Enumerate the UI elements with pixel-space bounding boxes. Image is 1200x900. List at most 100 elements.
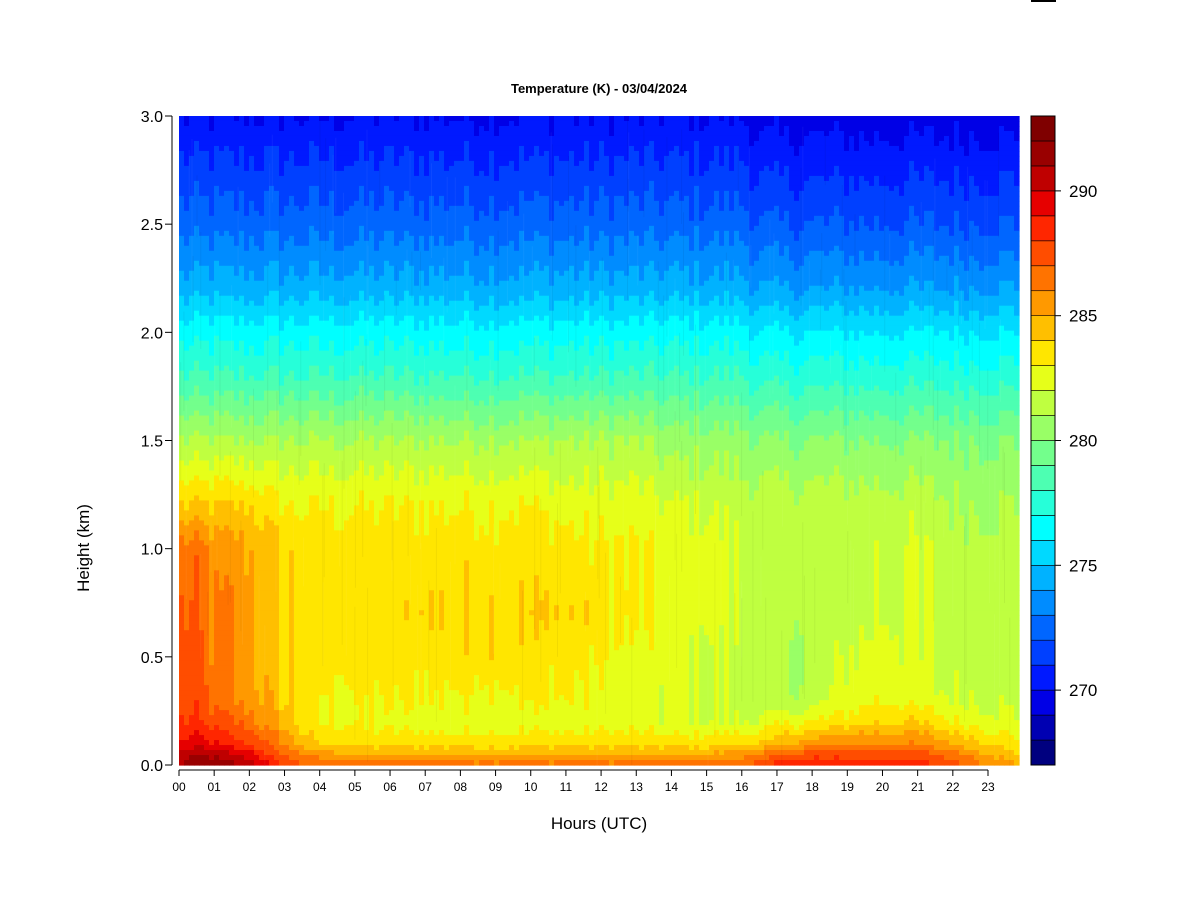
heatmap-cell <box>344 550 350 556</box>
heatmap-cell <box>199 340 205 347</box>
heatmap-cell <box>184 755 190 761</box>
heatmap-cell <box>204 735 210 741</box>
heatmap-cell <box>349 270 355 277</box>
heatmap-cell <box>259 290 265 297</box>
heatmap-cell <box>259 135 265 142</box>
heatmap-cell <box>199 695 205 701</box>
heatmap-cell <box>289 730 295 736</box>
heatmap-cell <box>349 695 355 701</box>
heatmap-cell <box>199 455 205 462</box>
heatmap-cell <box>239 175 245 182</box>
heatmap-cell <box>349 725 355 731</box>
heatmap-cell <box>364 230 370 237</box>
heatmap-cell <box>289 485 295 492</box>
heatmap-cell <box>284 740 290 746</box>
heatmap-cell <box>234 440 240 447</box>
heatmap-cell <box>354 240 360 247</box>
heatmap-cell <box>314 435 320 442</box>
heatmap-cell <box>279 400 285 407</box>
heatmap-cell <box>339 195 345 202</box>
heatmap-cell <box>249 525 255 531</box>
heatmap-cell <box>179 435 185 442</box>
heatmap-cell <box>364 530 370 536</box>
heatmap-cell <box>204 560 210 566</box>
heatmap-cell <box>224 485 230 492</box>
heatmap-cell <box>179 730 185 736</box>
heatmap-cell <box>219 170 225 177</box>
heatmap-cell <box>209 405 215 412</box>
heatmap-cell <box>319 280 325 287</box>
heatmap-cell <box>274 190 280 197</box>
heatmap-cell <box>294 525 300 531</box>
heatmap-cell <box>319 630 325 636</box>
heatmap-cell <box>344 135 350 142</box>
heatmap-cell <box>344 475 350 482</box>
heatmap-cell <box>284 460 290 467</box>
heatmap-cell <box>259 140 265 147</box>
heatmap-cell <box>294 570 300 576</box>
heatmap-cell <box>274 330 280 337</box>
heatmap-cell <box>234 280 240 287</box>
heatmap-cell <box>309 390 315 397</box>
heatmap-cell <box>334 305 340 312</box>
heatmap-cell <box>254 116 260 122</box>
heatmap-cell <box>324 455 330 462</box>
heatmap-cell <box>299 395 305 402</box>
heatmap-cell <box>224 240 230 247</box>
heatmap-cell <box>289 210 295 217</box>
heatmap-cell <box>319 380 325 387</box>
heatmap-cell <box>179 575 185 581</box>
heatmap-cell <box>234 430 240 437</box>
heatmap-cell <box>289 330 295 337</box>
heatmap-cell <box>364 370 370 377</box>
heatmap-cell <box>249 430 255 437</box>
heatmap-cell <box>264 300 270 307</box>
heatmap-cell <box>319 260 325 267</box>
heatmap-cell <box>359 355 365 362</box>
heatmap-cell <box>204 325 210 332</box>
heatmap-cell <box>274 705 280 711</box>
heatmap-cell <box>224 570 230 576</box>
heatmap-cell <box>274 565 280 571</box>
heatmap-cell <box>324 410 330 417</box>
heatmap-cell <box>199 590 205 596</box>
heatmap-cell <box>299 170 305 177</box>
heatmap-cell <box>239 350 245 357</box>
heatmap-cell <box>189 660 195 666</box>
heatmap-cell <box>334 185 340 192</box>
heatmap-cell <box>289 495 295 502</box>
heatmap-cell <box>264 145 270 152</box>
heatmap-cell <box>354 600 360 606</box>
heatmap-cell <box>219 570 225 576</box>
heatmap-cell <box>349 735 355 741</box>
heatmap-cell <box>329 595 335 601</box>
heatmap-cell <box>249 705 255 711</box>
heatmap-cell <box>229 430 235 437</box>
heatmap-cell <box>304 480 310 487</box>
heatmap-cell <box>314 205 320 212</box>
heatmap-cell <box>249 450 255 457</box>
heatmap-cell <box>259 480 265 487</box>
heatmap-cell <box>289 620 295 626</box>
heatmap-cell <box>324 565 330 571</box>
heatmap-cell <box>219 175 225 182</box>
heatmap-cell <box>249 175 255 182</box>
heatmap-cell <box>349 350 355 357</box>
heatmap-cell <box>264 495 270 502</box>
heatmap-cell <box>344 570 350 576</box>
heatmap-cell <box>184 645 190 651</box>
heatmap-cell <box>334 285 340 292</box>
heatmap-cell <box>254 275 260 282</box>
heatmap-cell <box>334 240 340 247</box>
heatmap-cell <box>309 355 315 362</box>
heatmap-cell <box>259 435 265 442</box>
heatmap-cell <box>204 165 210 172</box>
heatmap-cell <box>309 220 315 227</box>
heatmap-cell <box>329 540 335 546</box>
heatmap-cell <box>209 190 215 197</box>
heatmap-cell <box>179 310 185 317</box>
heatmap-cell <box>319 165 325 172</box>
heatmap-cell <box>369 230 375 237</box>
heatmap-cell <box>344 425 350 432</box>
heatmap-cell <box>354 300 360 307</box>
